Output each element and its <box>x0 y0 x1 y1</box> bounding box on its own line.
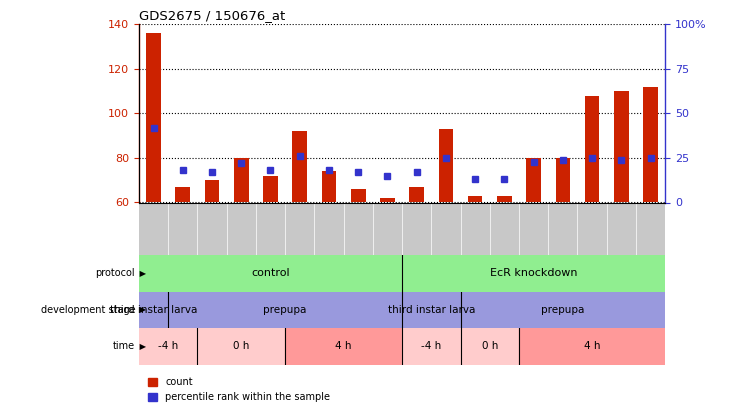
Bar <box>322 171 336 202</box>
Text: 4 h: 4 h <box>584 341 600 351</box>
Bar <box>614 91 629 202</box>
Text: ▶: ▶ <box>137 305 145 314</box>
Bar <box>234 158 249 202</box>
Bar <box>497 196 512 202</box>
Bar <box>351 189 366 202</box>
Bar <box>175 187 190 202</box>
Bar <box>168 292 402 328</box>
Bar <box>461 292 665 328</box>
Bar <box>643 87 658 202</box>
Bar <box>380 198 395 202</box>
Bar <box>585 96 599 202</box>
Text: prepupa: prepupa <box>263 305 307 315</box>
Text: third instar larva: third instar larva <box>110 305 197 315</box>
Text: ▶: ▶ <box>137 342 145 351</box>
Bar <box>139 292 168 328</box>
Text: EcR knockdown: EcR knockdown <box>490 269 577 278</box>
Bar <box>439 129 453 202</box>
Text: 4 h: 4 h <box>336 341 352 351</box>
Bar <box>402 292 461 328</box>
Text: time: time <box>113 341 135 351</box>
Text: prepupa: prepupa <box>541 305 585 315</box>
Bar <box>556 158 570 202</box>
Text: 0 h: 0 h <box>482 341 498 351</box>
Bar <box>519 328 665 364</box>
Bar <box>402 255 665 292</box>
Text: ▶: ▶ <box>137 269 145 278</box>
Bar <box>139 255 402 292</box>
Bar <box>139 328 197 364</box>
Bar <box>285 328 402 364</box>
Bar <box>292 131 307 202</box>
Text: control: control <box>251 269 289 278</box>
Bar <box>197 328 285 364</box>
Bar <box>526 158 541 202</box>
Text: -4 h: -4 h <box>421 341 442 351</box>
Text: -4 h: -4 h <box>158 341 178 351</box>
Bar <box>263 176 278 202</box>
Text: 0 h: 0 h <box>233 341 249 351</box>
Text: development stage: development stage <box>41 305 135 315</box>
Bar <box>409 187 424 202</box>
Bar <box>468 196 482 202</box>
Legend: count, percentile rank within the sample: count, percentile rank within the sample <box>144 373 334 405</box>
Bar <box>461 328 519 364</box>
Text: third instar larva: third instar larva <box>387 305 475 315</box>
Text: protocol: protocol <box>96 269 135 278</box>
Bar <box>205 180 219 202</box>
Bar <box>402 328 461 364</box>
Text: GDS2675 / 150676_at: GDS2675 / 150676_at <box>139 9 285 22</box>
Bar <box>146 33 161 202</box>
